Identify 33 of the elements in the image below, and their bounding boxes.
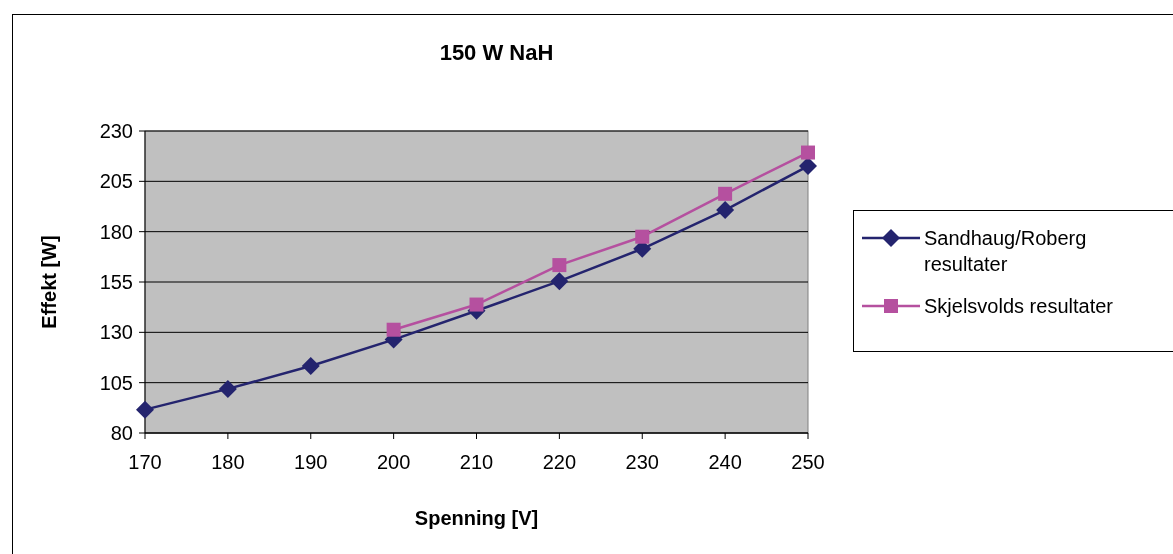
legend-label: Skjelsvolds resultater bbox=[924, 295, 1114, 317]
point bbox=[799, 157, 817, 176]
x-tick-label: 220 bbox=[542, 451, 577, 473]
y-tick-label: 80 bbox=[110, 422, 133, 444]
y-tick-label: 205 bbox=[99, 170, 133, 193]
point bbox=[550, 272, 569, 291]
y-tick-label: 180 bbox=[99, 220, 133, 243]
point bbox=[301, 356, 320, 375]
chart-title: 150 W NaH bbox=[439, 40, 554, 65]
y-tick-label: 130 bbox=[99, 321, 133, 344]
x-tick-label: 240 bbox=[708, 451, 742, 473]
x-tick-label: 180 bbox=[211, 451, 245, 473]
y-tick-label: 230 bbox=[99, 120, 133, 142]
legend-label: Sandhaug/Roberg resultater bbox=[924, 227, 1087, 275]
point bbox=[136, 400, 154, 419]
point bbox=[716, 201, 735, 220]
point bbox=[635, 229, 650, 244]
point bbox=[386, 322, 401, 337]
y-axis-title: Effekt [W] bbox=[38, 235, 60, 329]
x-tick-label: 250 bbox=[791, 451, 825, 473]
y-tick-label: 155 bbox=[99, 271, 133, 293]
y-tick-label: 105 bbox=[99, 371, 133, 394]
x-tick-label: 190 bbox=[294, 451, 328, 473]
x-tick-label: 200 bbox=[376, 451, 411, 473]
x-tick-label: 170 bbox=[128, 451, 162, 473]
x-tick-label: 210 bbox=[459, 451, 494, 473]
point bbox=[552, 258, 567, 273]
point bbox=[469, 297, 484, 312]
x-axis-title: Spenning [V] bbox=[414, 507, 539, 529]
point bbox=[801, 145, 815, 160]
point bbox=[218, 379, 237, 398]
x-tick-label: 230 bbox=[625, 451, 659, 473]
point bbox=[718, 186, 733, 201]
